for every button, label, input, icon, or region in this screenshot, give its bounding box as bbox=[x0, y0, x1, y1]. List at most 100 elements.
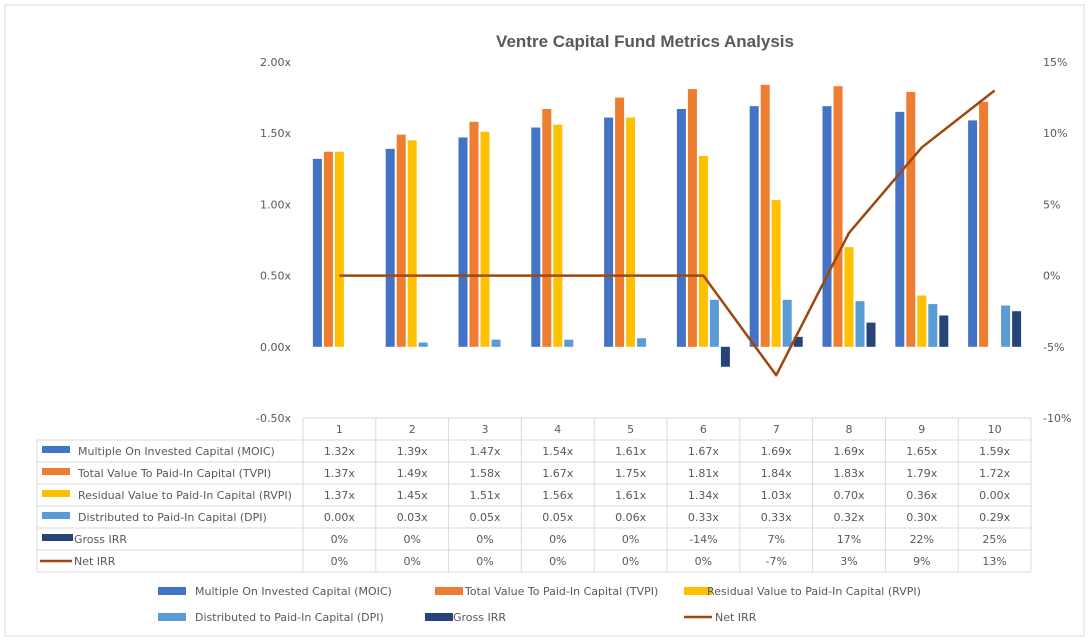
bar-1-4 bbox=[531, 127, 541, 347]
secondary-axis-tick: 15% bbox=[1043, 56, 1067, 69]
bar-3-7 bbox=[771, 200, 781, 347]
table-cell: 0% bbox=[622, 533, 639, 546]
table-cell: 9% bbox=[913, 555, 930, 568]
secondary-axis-tick: -10% bbox=[1043, 412, 1071, 425]
table-cell: 1.32x bbox=[324, 445, 355, 458]
table-cell: 0.00x bbox=[324, 511, 355, 524]
table-row-label: Net IRR bbox=[74, 555, 116, 568]
table-cell: 1.34x bbox=[688, 489, 719, 502]
bar-3-1 bbox=[334, 151, 344, 347]
table-cell: 25% bbox=[982, 533, 1006, 546]
legend-key-swatch bbox=[42, 534, 73, 541]
secondary-axis-tick: 10% bbox=[1043, 127, 1067, 140]
table-cell: 0.33x bbox=[688, 511, 719, 524]
table-cell: 0% bbox=[476, 555, 493, 568]
bar-1-3 bbox=[458, 137, 468, 347]
bar-2-4 bbox=[542, 108, 552, 347]
secondary-axis-tick: -5% bbox=[1043, 341, 1064, 354]
bar-1-6 bbox=[676, 108, 686, 347]
bar-5-7 bbox=[793, 336, 803, 347]
table-header-cell: 6 bbox=[700, 423, 707, 436]
bar-4-5 bbox=[637, 338, 647, 347]
table-cell: 1.84x bbox=[761, 467, 792, 480]
table-cell: 1.81x bbox=[688, 467, 719, 480]
bar-3-3 bbox=[480, 131, 490, 347]
table-cell: 0.32x bbox=[833, 511, 864, 524]
primary-axis-tick: 0.00x bbox=[260, 341, 291, 354]
table-cell: -7% bbox=[765, 555, 786, 568]
bar-3-8 bbox=[844, 247, 854, 347]
table-cell: 7% bbox=[767, 533, 784, 546]
table-cell: 3% bbox=[840, 555, 857, 568]
table-cell: 1.67x bbox=[688, 445, 719, 458]
bar-1-8 bbox=[822, 106, 832, 347]
bar-1-1 bbox=[312, 158, 322, 347]
bar-2-6 bbox=[687, 89, 697, 347]
table-cell: 0.05x bbox=[469, 511, 500, 524]
bar-1-9 bbox=[895, 111, 905, 347]
legend-swatch-icon bbox=[425, 613, 453, 621]
table-cell: 1.79x bbox=[906, 467, 937, 480]
table-cell: 0% bbox=[476, 533, 493, 546]
table-row-label: Distributed to Paid-In Capital (DPI) bbox=[78, 511, 267, 524]
table-cell: 1.61x bbox=[615, 445, 646, 458]
legend-item-label: Gross IRR bbox=[453, 611, 506, 624]
bar-5-6 bbox=[720, 346, 730, 367]
bar-1-2 bbox=[385, 148, 395, 347]
bar-3-6 bbox=[698, 155, 708, 347]
bar-1-10 bbox=[968, 120, 978, 347]
table-cell: 1.49x bbox=[397, 467, 428, 480]
table-cell: 1.59x bbox=[979, 445, 1010, 458]
table-cell: 1.37x bbox=[324, 467, 355, 480]
bar-4-7 bbox=[782, 299, 792, 347]
table-cell: 0.29x bbox=[979, 511, 1010, 524]
primary-axis-tick: 0.50x bbox=[260, 270, 291, 283]
table-cell: 1.65x bbox=[906, 445, 937, 458]
table-header-cell: 4 bbox=[554, 423, 561, 436]
table-cell: 1.54x bbox=[542, 445, 573, 458]
table-header-cell: 7 bbox=[773, 423, 780, 436]
bar-2-1 bbox=[323, 151, 333, 347]
table-cell: 1.75x bbox=[615, 467, 646, 480]
chart-title: Ventre Capital Fund Metrics Analysis bbox=[496, 32, 794, 51]
table-header-cell: 8 bbox=[846, 423, 853, 436]
table-cell: 1.56x bbox=[542, 489, 573, 502]
bar-2-2 bbox=[396, 134, 406, 347]
table-cell: 1.69x bbox=[761, 445, 792, 458]
table-cell: 1.51x bbox=[469, 489, 500, 502]
table-cell: 1.61x bbox=[615, 489, 646, 502]
bar-4-10 bbox=[1001, 305, 1011, 347]
table-cell: 1.03x bbox=[761, 489, 792, 502]
bar-1-5 bbox=[604, 117, 614, 347]
table-cell: 0.06x bbox=[615, 511, 646, 524]
bar-4-6 bbox=[709, 299, 719, 347]
table-cell: 17% bbox=[837, 533, 861, 546]
table-row-label: Residual Value to Paid-In Capital (RVPI) bbox=[78, 489, 292, 502]
table-cell: 1.83x bbox=[833, 467, 864, 480]
table-cell: 22% bbox=[910, 533, 934, 546]
legend-key-swatch bbox=[42, 468, 70, 475]
table-header-cell: 2 bbox=[409, 423, 416, 436]
bar-2-9 bbox=[906, 91, 916, 347]
legend-item-label: Multiple On Invested Capital (MOIC) bbox=[195, 585, 392, 598]
legend-key-swatch bbox=[42, 512, 70, 519]
table-cell: 1.37x bbox=[324, 489, 355, 502]
bar-4-8 bbox=[855, 301, 865, 347]
table-cell: 0.30x bbox=[906, 511, 937, 524]
table-cell: 0.05x bbox=[542, 511, 573, 524]
table-cell: 0.03x bbox=[397, 511, 428, 524]
bar-3-5 bbox=[626, 117, 636, 347]
legend-swatch-icon bbox=[435, 587, 463, 595]
legend-swatch-icon bbox=[684, 587, 712, 595]
table-header-cell: 10 bbox=[988, 423, 1002, 436]
table-cell: 1.72x bbox=[979, 467, 1010, 480]
bar-5-8 bbox=[866, 322, 876, 347]
table-cell: 0% bbox=[549, 555, 566, 568]
legend-key-swatch bbox=[42, 446, 70, 453]
bar-2-5 bbox=[615, 97, 625, 347]
bar-4-9 bbox=[928, 304, 938, 347]
bar-3-2 bbox=[407, 140, 417, 347]
table-row-label: Multiple On Invested Capital (MOIC) bbox=[78, 445, 275, 458]
table-cell: 0% bbox=[549, 533, 566, 546]
